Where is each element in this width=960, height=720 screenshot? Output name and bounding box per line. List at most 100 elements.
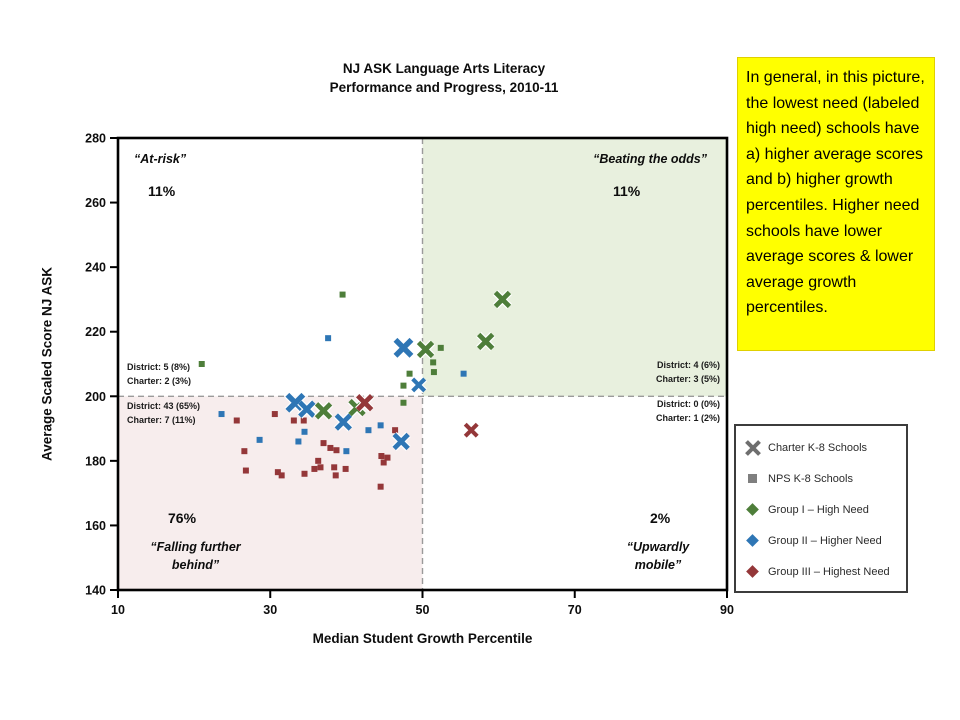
quadrant-pct-bottom-left: 76% [168,510,197,526]
data-point-nps [378,453,385,460]
x-axis-title: Median Student Growth Percentile [312,631,533,646]
annotation-charter: Charter: 2 (3%) [127,375,192,386]
legend: Charter K-8 Schools NPS K-8 Schools Grou… [734,424,908,593]
data-point-nps [278,472,285,479]
quadrant-pct-bottom-right: 2% [650,510,671,526]
annotation-bottom-left-counts: District: 43 (65%) Charter: 7 (11%) [127,400,200,428]
data-point-nps [317,464,324,471]
data-point-nps [320,440,327,447]
legend-item-group2: Group II – Higher Need [744,525,904,556]
data-point-nps [271,411,278,418]
chart-title-line2: Performance and Progress, 2010-11 [329,79,559,95]
data-point-nps [241,448,248,455]
y-tick-label: 180 [85,454,106,468]
callout-text-box: In general, in this picture, the lowest … [737,57,935,351]
data-point-nps [274,469,281,476]
x-tick-label: 10 [111,603,125,617]
data-point-nps [325,335,332,342]
legend-label: Group III – Highest Need [768,565,890,578]
data-point-nps [365,427,372,434]
annotation-top-left-counts: District: 5 (8%) Charter: 2 (3%) [127,361,191,389]
data-point-nps [392,427,399,434]
data-point-charter [334,413,353,431]
quadrant-shade-bottom-left [118,396,423,590]
quadrant-label-falling-further-behind: “Falling further behind” [150,540,241,573]
data-point-nps [406,370,413,377]
data-point-charter [355,394,374,412]
data-point-nps [377,483,384,490]
data-point-nps [400,382,407,389]
quadrant-pct-top-left: 11% [148,183,176,199]
data-point-nps [256,436,263,443]
data-point-nps [343,448,350,455]
chart-title-line1: NJ ASK Language Arts Literacy [342,61,546,76]
legend-item-group3: Group III – Highest Need [744,556,904,587]
data-point-nps [332,472,339,479]
data-point-nps [300,417,307,424]
quadrant-label-upwardly-mobile: “Upwardly mobile” [626,540,690,573]
data-point-charter [393,337,414,358]
data-point-charter [411,377,427,393]
x-tick-label: 50 [416,603,430,617]
quadrant-label-beating-the-odds: “Beating the odds” [593,152,707,166]
data-point-nps [333,447,340,454]
data-point-charter [493,290,512,309]
annotation-charter: Charter: 7 (11%) [127,414,196,425]
legend-label: NPS K-8 Schools [768,472,853,485]
annotation-bottom-right-counts: District: 0 (0%) Charter: 1 (2%) [595,398,720,426]
x-tick-label: 30 [263,603,277,617]
data-point-nps [437,344,444,351]
charter-x-icon [744,439,768,457]
data-point-nps [295,438,302,445]
data-point-nps [290,417,297,424]
legend-label: Group II – Higher Need [768,534,882,547]
y-tick-label: 280 [85,132,106,146]
legend-item-group1: Group I – High Need [744,494,904,525]
legend-item-nps: NPS K-8 Schools [744,463,904,494]
data-point-nps [339,291,346,298]
quadrant-label-at-risk: “At-risk” [134,152,187,166]
annotation-top-right-counts: District: 4 (6%) Charter: 3 (5%) [595,359,720,387]
data-point-nps [327,444,334,451]
x-tick-label: 90 [720,603,734,617]
y-tick-label: 260 [85,196,106,210]
nps-square-icon [744,474,768,483]
data-point-nps [384,454,391,461]
data-point-nps [342,465,349,472]
annotation-district: District: 43 (65%) [127,401,201,411]
data-point-nps [430,359,437,366]
x-tick-label: 70 [568,603,582,617]
quadrant-pct-top-right: 11% [613,183,641,199]
data-point-nps [301,428,308,435]
group3-diamond-icon [744,565,768,578]
data-point-nps [380,459,387,466]
data-point-charter [392,432,410,451]
data-point-nps [400,399,407,406]
y-tick-label: 160 [85,519,106,533]
y-tick-label: 220 [85,325,106,339]
y-tick-label: 200 [85,390,106,404]
data-point-nps [430,369,437,376]
group2-diamond-icon [744,534,768,547]
data-point-nps [315,457,322,464]
annotation-district: District: 0 (0%) [656,399,720,409]
y-axis-title: Average Scaled Score NJ ASK [39,266,55,462]
data-point-nps [311,465,318,472]
annotation-charter: Charter: 1 (2%) [655,412,720,423]
plot-svg: 10 30 50 70 90 140 160 180 200 220 240 260 280 [85,132,734,618]
data-point-charter [298,400,316,418]
y-tick-label: 240 [85,261,106,275]
data-point-nps [198,361,205,367]
data-point-nps [233,417,240,424]
data-point-charter [416,340,435,359]
y-tick-label: 140 [85,584,106,598]
data-point-nps [218,411,225,418]
legend-label: Group I – High Need [768,503,869,516]
data-point-charter [477,332,495,351]
group1-diamond-icon [744,503,768,516]
data-point-charter [463,422,479,438]
quadrant-shade-top-right [422,138,727,397]
data-point-nps [242,467,249,474]
data-point-nps [331,464,338,471]
data-point-nps [301,470,308,477]
